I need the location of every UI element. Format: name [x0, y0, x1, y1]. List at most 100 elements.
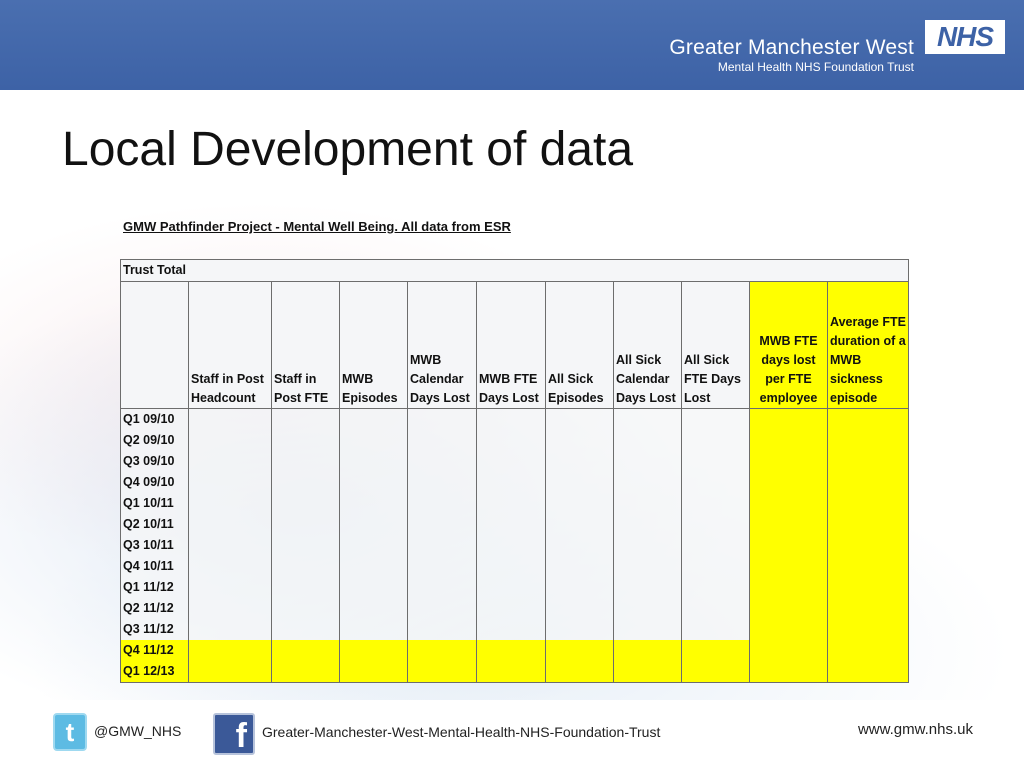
table-row: Q4 10/11 — [120, 556, 909, 577]
table-cell — [613, 556, 682, 577]
org-subtitle: Mental Health NHS Foundation Trust — [717, 60, 914, 74]
table-cell — [827, 472, 909, 493]
row-label: Q2 09/10 — [120, 430, 189, 451]
table-cell — [545, 430, 614, 451]
table-cell — [188, 598, 272, 619]
facebook-page-link[interactable]: Greater-Manchester-West-Mental-Health-NH… — [262, 724, 661, 740]
row-label: Q1 12/13 — [120, 661, 189, 683]
table-cell — [188, 619, 272, 640]
table-cell — [827, 619, 909, 640]
table-cell — [476, 430, 546, 451]
row-label: Q4 09/10 — [120, 472, 189, 493]
table-cell — [681, 451, 750, 472]
table-cell — [188, 408, 272, 430]
table-cell — [545, 661, 614, 683]
table-cell — [476, 514, 546, 535]
column-header-highlight: Average FTE duration of a MWB sickness e… — [827, 281, 909, 409]
row-label: Q4 11/12 — [120, 640, 189, 661]
table-cell — [476, 408, 546, 430]
table-cell — [749, 661, 828, 683]
column-header: All Sick Calendar Days Lost — [613, 281, 682, 409]
column-header: All Sick Episodes — [545, 281, 614, 409]
table-cell — [681, 535, 750, 556]
table-cell — [339, 577, 408, 598]
table-cell — [827, 408, 909, 430]
table-cell — [271, 598, 340, 619]
row-label: Q1 11/12 — [120, 577, 189, 598]
table-row: Q1 11/12 — [120, 577, 909, 598]
table-cell — [545, 640, 614, 661]
table-cell — [271, 661, 340, 683]
table-cell — [545, 408, 614, 430]
table-cell — [827, 640, 909, 661]
table-cell — [827, 556, 909, 577]
table-cell — [545, 556, 614, 577]
table-cell — [407, 619, 477, 640]
column-header-period — [120, 281, 189, 409]
table-body: Q1 09/10 Q2 09/10 Q3 09/10 Q4 09/10 Q1 10/11… — [120, 408, 909, 683]
table-cell — [476, 472, 546, 493]
table-cell — [188, 577, 272, 598]
row-label: Q3 10/11 — [120, 535, 189, 556]
table-cell — [407, 577, 477, 598]
table-cell — [476, 577, 546, 598]
website-link[interactable]: www.gmw.nhs.uk — [857, 721, 973, 738]
table-cell — [476, 535, 546, 556]
row-label: Q2 11/12 — [120, 598, 189, 619]
table-cell — [188, 493, 272, 514]
table-cell — [749, 640, 828, 661]
table-cell — [339, 598, 408, 619]
table-cell — [681, 556, 750, 577]
table-cell — [749, 451, 828, 472]
table-cell — [407, 430, 477, 451]
data-table: Trust Total Staff in Post Headcount Staf… — [120, 259, 909, 683]
row-label: Q4 10/11 — [120, 556, 189, 577]
table-cell — [749, 619, 828, 640]
table-cell — [545, 598, 614, 619]
table-cell — [681, 408, 750, 430]
twitter-icon[interactable]: t — [53, 713, 87, 751]
column-header: All Sick FTE Days Lost — [681, 281, 750, 409]
table-cell — [545, 577, 614, 598]
table-cell — [749, 577, 828, 598]
table-cell — [749, 408, 828, 430]
facebook-icon[interactable]: f — [213, 713, 255, 755]
row-label: Q1 10/11 — [120, 493, 189, 514]
table-cell — [613, 451, 682, 472]
table-cell — [407, 640, 477, 661]
column-header: Staff in Post FTE — [271, 281, 340, 409]
table-cell — [271, 472, 340, 493]
column-header: MWB Calendar Days Lost — [407, 281, 477, 409]
table-cell — [188, 535, 272, 556]
table-cell — [476, 493, 546, 514]
table-cell — [827, 430, 909, 451]
table-cell — [476, 640, 546, 661]
table-cell — [613, 408, 682, 430]
table-cell — [407, 472, 477, 493]
table-cell — [339, 619, 408, 640]
table-cell — [681, 661, 750, 683]
table-cell — [613, 661, 682, 683]
table-cell — [339, 451, 408, 472]
table-cell — [613, 472, 682, 493]
header-bar: Greater Manchester West Mental Health NH… — [0, 0, 1024, 90]
table-row: Q3 10/11 — [120, 535, 909, 556]
table-cell — [827, 535, 909, 556]
table-cell — [681, 619, 750, 640]
column-header-highlight: MWB FTE days lost per FTE employee — [749, 281, 828, 409]
table-cell — [271, 640, 340, 661]
table-cell — [339, 640, 408, 661]
table-cell — [545, 514, 614, 535]
table-cell — [407, 598, 477, 619]
table-row: Q1 10/11 — [120, 493, 909, 514]
table-cell — [681, 493, 750, 514]
table-row: Q2 10/11 — [120, 514, 909, 535]
table-cell — [407, 535, 477, 556]
row-label: Q3 11/12 — [120, 619, 189, 640]
table-cell — [188, 430, 272, 451]
table-cell — [476, 556, 546, 577]
table-cell — [476, 598, 546, 619]
row-label: Q2 10/11 — [120, 514, 189, 535]
table-cell — [339, 493, 408, 514]
twitter-handle[interactable]: @GMW_NHS — [94, 723, 182, 739]
